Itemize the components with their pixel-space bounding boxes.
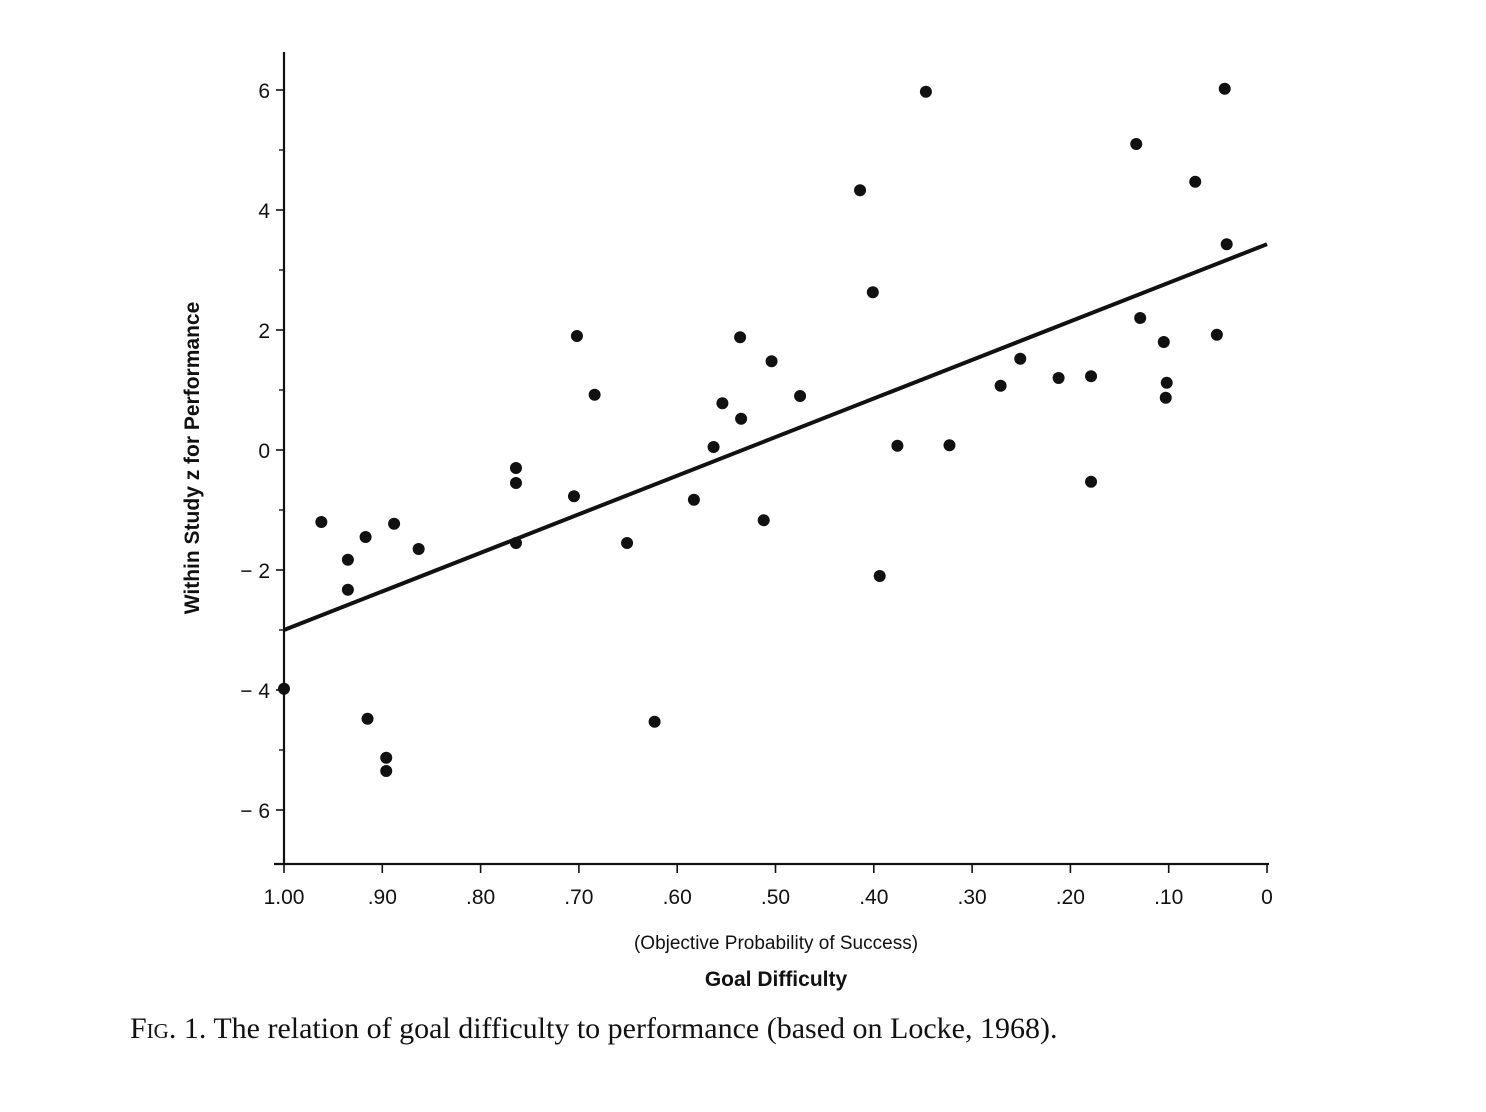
figure-label: Fig. 1. — [130, 1012, 207, 1045]
y-tick-label: − 4 — [240, 680, 270, 703]
axes — [274, 52, 1269, 866]
data-point — [359, 531, 372, 543]
data-point — [388, 517, 401, 530]
x-tick-label: .20 — [1056, 886, 1085, 909]
x-axis-title: Goal Difficulty — [705, 968, 848, 991]
data-point — [873, 570, 886, 582]
data-point — [1052, 372, 1065, 384]
data-point — [380, 765, 393, 777]
y-tick-label: 4 — [258, 200, 270, 223]
data-point — [1189, 175, 1202, 188]
data-point — [341, 553, 354, 566]
data-point — [1159, 391, 1172, 404]
x-tick-label: .60 — [663, 886, 692, 909]
data-point — [734, 331, 747, 344]
data-point — [509, 462, 522, 474]
data-point — [567, 490, 580, 503]
x-tick-label: .90 — [368, 886, 397, 909]
regression-line — [283, 242, 1268, 632]
data-point — [509, 477, 522, 489]
x-tick-label: .10 — [1154, 886, 1183, 909]
data-point — [341, 583, 354, 596]
data-point — [919, 85, 932, 98]
figure-caption: Fig. 1. The relation of goal difficulty … — [130, 1012, 1330, 1046]
data-points — [278, 82, 1233, 777]
y-tick-label: 6 — [258, 80, 270, 103]
data-point — [648, 715, 661, 728]
x-tick-label: .70 — [564, 886, 593, 909]
data-point — [412, 543, 425, 555]
x-tick-label: 0 — [1261, 886, 1273, 909]
data-point — [361, 712, 374, 725]
data-point — [380, 751, 393, 764]
data-point — [794, 390, 807, 402]
data-point — [943, 439, 956, 452]
data-point — [1134, 312, 1147, 324]
x-tick-label: .80 — [466, 886, 495, 909]
regression-line-group — [283, 242, 1268, 632]
data-point — [278, 682, 290, 695]
data-point — [1014, 352, 1027, 365]
y-axis-title: Within Study z for Performance — [181, 302, 204, 615]
data-point — [1157, 336, 1170, 348]
y-tick-label: 0 — [258, 440, 270, 463]
data-point — [1130, 138, 1143, 150]
data-point — [1085, 370, 1098, 383]
data-point — [1085, 475, 1098, 488]
data-point — [1160, 376, 1173, 389]
data-point — [716, 397, 729, 410]
data-point — [315, 516, 328, 528]
data-point — [735, 412, 748, 425]
data-point — [765, 355, 778, 368]
y-tick-label: − 2 — [240, 560, 270, 583]
data-point — [621, 537, 634, 549]
data-point — [570, 330, 583, 342]
x-tick-label: .50 — [761, 886, 790, 909]
data-point — [588, 388, 601, 401]
y-tick-label: 2 — [258, 320, 270, 343]
data-point — [891, 439, 904, 452]
caption-text: The relation of goal difficulty to perfo… — [213, 1012, 1058, 1045]
data-point — [1218, 82, 1231, 95]
data-point — [707, 441, 720, 453]
x-tick-label: 1.00 — [264, 886, 305, 909]
x-tick-label: .40 — [859, 886, 888, 909]
ticks: 6 4 2 0 − 2 − 4 − 6 1.00 .90 .80 .70 .60 .50 .40 .30 .2… — [240, 80, 1273, 909]
x-tick-label: .30 — [957, 886, 986, 909]
data-point — [757, 514, 770, 527]
x-axis-subtitle: (Objective Probability of Success) — [634, 933, 918, 954]
data-point — [994, 379, 1007, 392]
y-tick-label: − 6 — [240, 800, 270, 823]
data-point — [866, 286, 879, 299]
data-point — [1220, 238, 1233, 251]
data-point — [687, 493, 700, 506]
data-point — [1210, 328, 1223, 341]
data-point — [854, 184, 867, 197]
scatter-chart: 6 4 2 0 − 2 − 4 − 6 1.00 .90 .80 .70 .60 .50 .40 .30 .2… — [181, 52, 1273, 991]
